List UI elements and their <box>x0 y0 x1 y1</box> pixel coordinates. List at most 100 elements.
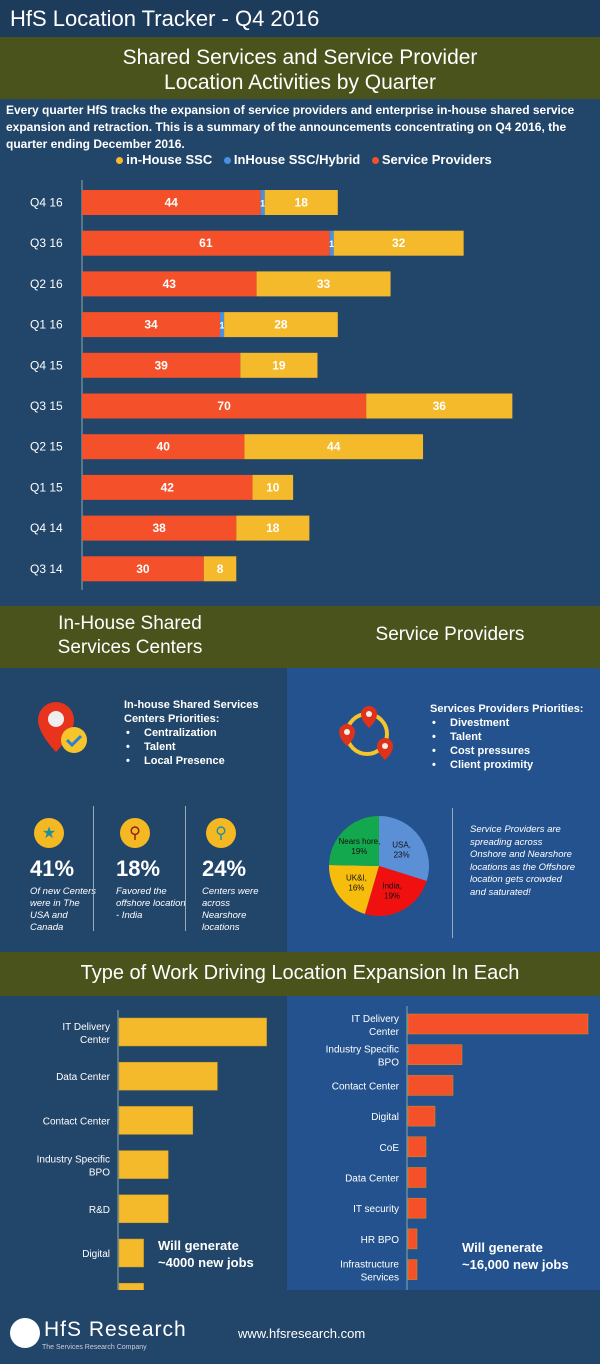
data-label: 44 <box>327 440 341 454</box>
data-label: 19 <box>272 358 286 372</box>
jobs-note-line1: Will generate <box>462 1240 543 1255</box>
pie-note: Service Providers are spreading across O… <box>470 824 576 898</box>
bar-inhouse <box>264 190 338 215</box>
bar <box>407 1167 427 1188</box>
legend-hybrid: InHouse SSC/Hybrid <box>233 152 361 167</box>
stat-caption: Of new Centers were in The USA and Canad… <box>30 886 96 933</box>
stat-value: 18% <box>116 856 161 881</box>
category-label: Q3 16 <box>30 236 63 250</box>
pie-slice <box>329 816 379 866</box>
search-icon: ⚲ <box>206 818 236 848</box>
inhouse-priorities: In-house Shared Services Centers Priorit… <box>124 698 274 768</box>
bar-inhouse <box>256 271 391 297</box>
category-label: R&D <box>89 1205 110 1216</box>
data-label: 10 <box>266 480 280 494</box>
bar-providers <box>82 515 237 541</box>
data-label: 1 <box>329 239 334 249</box>
bar <box>118 1061 218 1091</box>
bar <box>118 1194 169 1224</box>
bar <box>407 1136 427 1158</box>
page-title: HfS Location Tracker - Q4 2016 <box>0 0 600 37</box>
stat-caption: Favored the offshore location - India <box>116 886 186 921</box>
category-label: Q4 14 <box>30 521 63 535</box>
location-network-icon <box>339 706 393 760</box>
bar-hybrid <box>220 312 225 338</box>
providers-panel: Services Providers Priorities: Divestmen… <box>287 668 600 952</box>
legend-swatch-inhouse <box>116 157 124 164</box>
logo-tagline: The Services Research Company <box>42 1344 147 1351</box>
divider <box>452 808 453 938</box>
legend-inhouse: in-House SSC <box>126 152 213 167</box>
priority-item: Local Presence <box>124 754 274 768</box>
divider <box>93 806 94 931</box>
category-label: Industry Specific BPO <box>326 1045 400 1069</box>
category-label: HR BPO <box>361 1235 400 1246</box>
bar-inhouse <box>236 515 310 541</box>
bar <box>407 1075 454 1096</box>
data-label: 1 <box>260 199 265 209</box>
bar <box>118 1017 267 1047</box>
stat-nearshore: ⚲ 24% Centers were across Nearshore locati… <box>202 818 272 934</box>
category-label: Q2 15 <box>30 440 63 454</box>
bar-providers <box>82 434 245 460</box>
pie-label: UK&I, 16% <box>346 874 367 893</box>
inhouse-work-chart: IT Delivery Center Data Center Contact Cent… <box>37 1010 267 1290</box>
category-label: Q1 16 <box>30 318 63 332</box>
category-label: Data Center <box>345 1174 400 1185</box>
bar-hybrid <box>329 230 334 256</box>
bar <box>118 1150 169 1179</box>
inhouse-title-line1: In-House Shared <box>58 613 202 634</box>
category-label: Q3 15 <box>30 399 63 413</box>
providers-work-chart: IT Delivery Center Industry Specific BPO Con… <box>326 1006 589 1290</box>
category-label: Data Center <box>56 1072 111 1083</box>
data-label: 38 <box>152 521 166 535</box>
website-link[interactable]: www.hfsresearch.com <box>238 1326 366 1341</box>
priority-item: Centralization <box>124 726 274 740</box>
category-label: Q3 14 <box>30 562 63 576</box>
divider <box>185 806 186 931</box>
bar-providers <box>82 190 261 215</box>
bar <box>407 1013 589 1035</box>
category-label: Industry Specific BPO <box>37 1155 111 1179</box>
priority-item: Divestment <box>430 716 600 730</box>
category-label: Digital <box>82 1249 110 1260</box>
data-label: 70 <box>217 399 231 413</box>
bar-providers <box>82 352 241 378</box>
pie-label: Nears hore, 19% <box>339 837 381 856</box>
category-label: IT Delivery Center <box>62 1022 110 1046</box>
data-label: 28 <box>274 318 288 332</box>
section-title-line1: Shared Services and Service Provider <box>122 46 478 69</box>
chart-legend: in-House SSC InHouse SSC/Hybrid Service … <box>0 152 600 167</box>
pie-label: USA, 23% <box>392 840 411 859</box>
category-label: Digital <box>371 1112 399 1123</box>
bar-providers <box>82 271 257 297</box>
pie-slice <box>379 816 429 882</box>
section-title: Shared Services and Service Provider Loc… <box>0 37 600 99</box>
bar-inhouse <box>244 434 424 460</box>
providers-priorities: Services Providers Priorities: Divestmen… <box>430 702 600 772</box>
bar-providers <box>82 556 204 582</box>
inhouse-section-title: In-House Shared Services Centers <box>20 612 240 660</box>
bar-inhouse <box>366 393 513 419</box>
stat-value: 41% <box>30 856 75 881</box>
bar <box>407 1259 418 1280</box>
data-label: 43 <box>163 277 177 291</box>
type-of-work-title: Type of Work Driving Location Expansion … <box>0 952 600 996</box>
bar <box>407 1197 427 1219</box>
legend-swatch-providers <box>371 157 379 164</box>
section-header-band <box>0 606 600 668</box>
category-label: Q4 16 <box>30 196 63 210</box>
providers-jobs-note: Will generate ~16,000 new jobs <box>462 1239 569 1273</box>
category-label: IT security <box>353 1204 399 1215</box>
category-label: Contact Center <box>43 1116 111 1127</box>
priority-item: Talent <box>430 730 600 744</box>
bar-inhouse <box>224 312 338 338</box>
data-label: 33 <box>317 277 331 291</box>
data-label: 1 <box>220 321 225 331</box>
inhouse-title-line2: Services Centers <box>57 637 203 658</box>
data-label: 36 <box>433 399 447 413</box>
bar <box>118 1238 144 1268</box>
location-pie-chart: USA, 23% India, 19% UK&I, 16% Nears hore, 19% <box>329 816 429 916</box>
priority-item: Talent <box>124 740 274 754</box>
logo-text: HfS Research <box>44 1318 187 1341</box>
